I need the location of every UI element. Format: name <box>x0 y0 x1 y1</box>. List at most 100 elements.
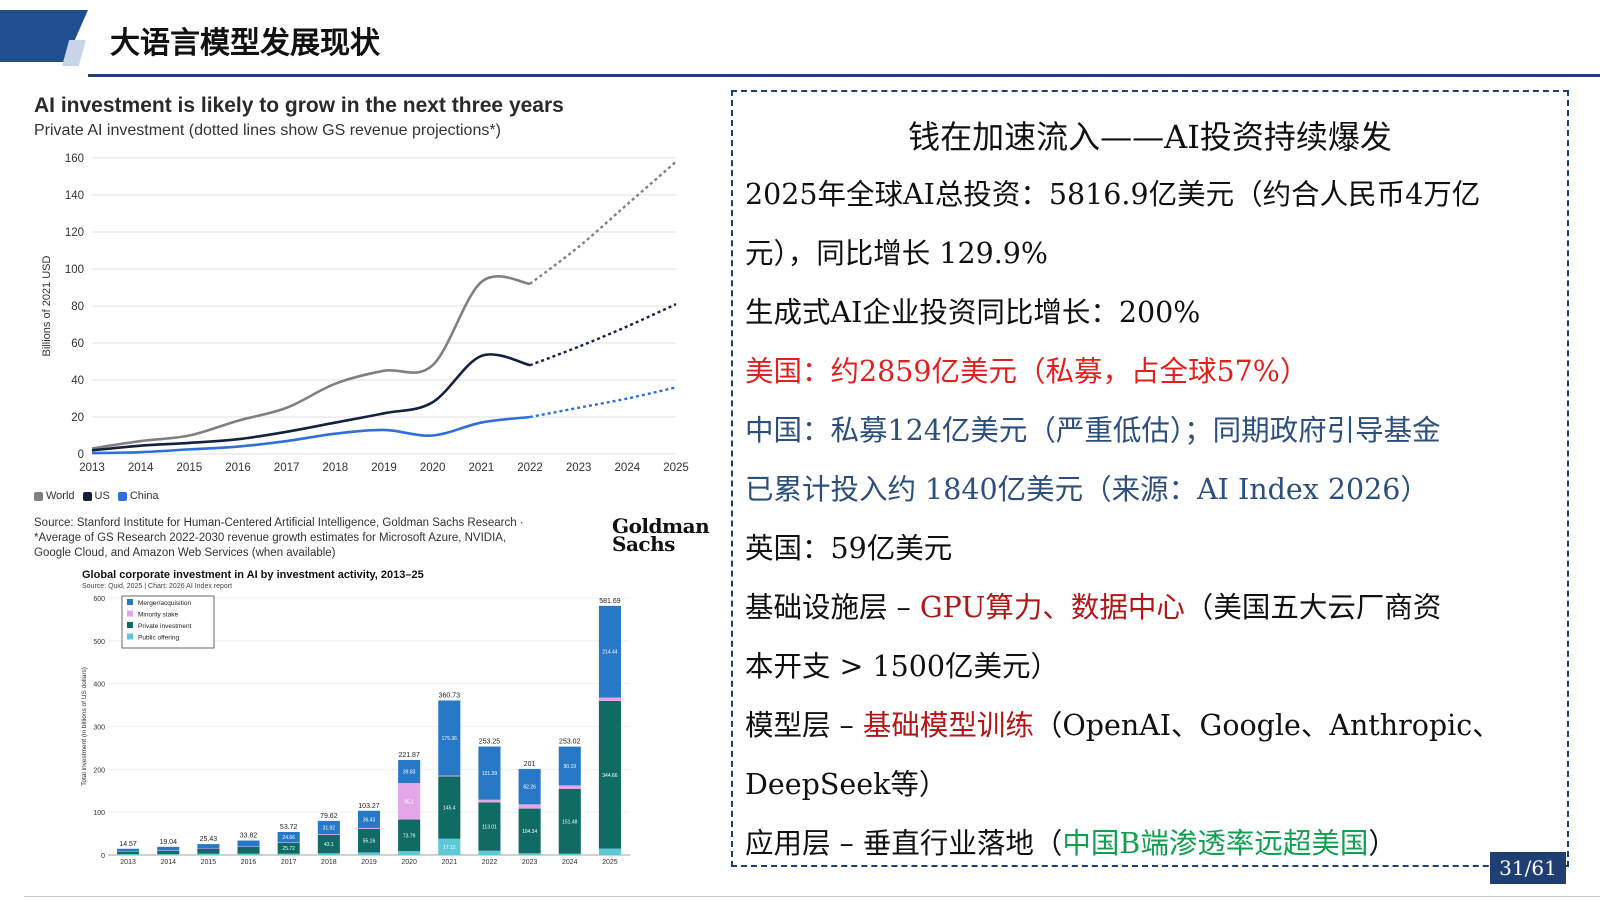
bar-total-label: 581.69 <box>599 598 621 605</box>
bar-segment <box>518 768 541 805</box>
x-tick-label: 2017 <box>281 859 297 866</box>
bar-segment <box>598 697 621 701</box>
bar-segment <box>157 846 180 851</box>
bar-segment <box>277 842 300 854</box>
bar-segment <box>237 840 260 847</box>
x-tick-label: 2018 <box>321 859 337 866</box>
bar-segment <box>317 834 340 854</box>
y-axis-label: Total investment (in billions of US doll… <box>81 667 88 786</box>
series-projection-us <box>529 303 677 367</box>
x-tick-label: 2013 <box>120 859 136 866</box>
segment-label: 25.72 <box>282 846 295 852</box>
bar-chart-panel: 0 100 200 300 400 500 600 Total investment (in … <box>78 568 638 873</box>
bar-segment <box>317 834 340 835</box>
x-tick-label: 2023 <box>566 462 592 474</box>
bar-total-label: 14.57 <box>119 841 137 848</box>
bar-segment <box>357 810 381 828</box>
highlight-text: 基础模型训练 <box>862 709 1034 742</box>
text-panel: 钱在加速流入——AI投资持续爆发 2025年全球AI总投资：5816.9亿美元（… <box>731 90 1569 867</box>
legend-swatch <box>117 491 127 501</box>
bar-segment <box>197 849 220 854</box>
text-line: 元），同比增长 129.9% <box>745 237 1048 270</box>
bar-segment <box>237 846 260 854</box>
x-tick-label: 2017 <box>274 462 300 474</box>
segment-label: 39.83 <box>403 770 416 776</box>
bar-total-label: 53.72 <box>280 824 298 831</box>
x-tick-label: 2016 <box>225 462 251 474</box>
bar-segment <box>157 850 180 855</box>
bar-segment <box>438 776 461 839</box>
text-line: DeepSeek等） <box>745 768 948 801</box>
legend-label: World <box>46 490 75 502</box>
legend-item: World <box>34 490 75 502</box>
bar-segment <box>357 827 381 829</box>
x-tick-label: 2021 <box>442 859 458 866</box>
bar-segment <box>438 700 461 776</box>
x-tick-label: 2021 <box>469 462 495 474</box>
y-tick-label: 400 <box>93 682 105 689</box>
y-tick-label: 0 <box>78 449 84 461</box>
bar-segment <box>357 852 381 855</box>
text-line-model: 模型层 – 基础模型训练（OpenAI、Google、Anthropic、 <box>745 709 1501 742</box>
bar-segment <box>197 844 220 849</box>
x-tick-label: 2014 <box>160 859 176 866</box>
legend-swatch <box>127 599 133 605</box>
x-tick-label: 2020 <box>401 859 417 866</box>
segment-label: 113.01 <box>482 825 497 831</box>
bar-segment <box>398 851 421 855</box>
bar-segment <box>518 853 541 855</box>
legend-swatch <box>82 491 92 501</box>
line-chart-title: AI investment is likely to grow in the n… <box>34 94 564 117</box>
legend-item: China <box>117 490 159 502</box>
source-line: Google Cloud, and Amazon Web Services (w… <box>34 547 336 559</box>
bar-segment <box>398 783 421 820</box>
source-line: *Average of GS Research 2022-2030 revenu… <box>34 532 507 544</box>
line-chart-svg: 0 20 40 60 80 100 120 140 160 2013 2014 2015 2016 201… <box>41 153 689 474</box>
bar-chart-svg: 0 100 200 300 400 500 600 Total investment (in … <box>81 595 630 866</box>
source-line: Source: Stanford Institute for Human-Cen… <box>34 517 524 529</box>
bar-segment <box>317 820 340 835</box>
x-tick-label: 2020 <box>420 462 446 474</box>
y-tick-label: 300 <box>93 725 105 732</box>
bar-segment <box>598 605 621 698</box>
segment-label: 175.36 <box>442 736 458 742</box>
legend-swatch <box>127 633 133 640</box>
bar-segment <box>558 788 581 854</box>
bar-segment <box>558 746 581 786</box>
legend-label: Private investment <box>138 623 192 630</box>
segment-label: 55.16 <box>363 839 376 845</box>
bar-segment <box>398 819 421 852</box>
x-tick-label: 2013 <box>79 462 105 474</box>
x-tick-label: 2024 <box>615 462 641 474</box>
y-tick-label: 200 <box>93 767 105 774</box>
segment-label: 31.92 <box>323 826 336 832</box>
bar-total-label: 201 <box>524 761 536 768</box>
bar-segment <box>197 853 220 855</box>
x-tick-label: 2018 <box>323 462 349 474</box>
text-line-china: 中国：私募124亿美元（严重低估）；同期政府引导基金 <box>745 414 1441 447</box>
x-tick-label: 2022 <box>517 462 543 474</box>
segment-label: 43.1 <box>324 842 334 848</box>
bar-total-label: 79.62 <box>320 813 338 820</box>
segment-label: 151.48 <box>562 819 578 825</box>
legend-swatch <box>127 622 133 628</box>
bar-segment <box>598 700 621 849</box>
bar-segment <box>558 785 581 789</box>
bar-segment <box>237 853 260 855</box>
segment-label: 24.66 <box>282 835 295 841</box>
series-projection-world <box>529 160 677 285</box>
bar-total-label: 103.27 <box>358 803 380 810</box>
bar-segment <box>478 802 501 851</box>
segment-label: 85.1 <box>404 799 414 805</box>
text-line-china-cont: 已累计投入约 1840亿美元（来源：AI Index 2026） <box>745 473 1429 506</box>
line-chart-panel: AI investment is likely to grow in the n… <box>30 92 710 572</box>
bar-segment <box>317 853 340 855</box>
bar-chart-source: Source: Quid, 2025 | Chart: 2026 AI Inde… <box>82 583 233 590</box>
bar-segment <box>518 804 541 809</box>
y-tick-label: 600 <box>93 596 105 603</box>
segment-label: 73.79 <box>403 833 416 839</box>
bar-segment <box>598 848 621 855</box>
bar-total-label: 253.02 <box>559 739 581 746</box>
x-tick-label: 2014 <box>128 462 154 474</box>
y-tick-label: 60 <box>71 338 84 350</box>
